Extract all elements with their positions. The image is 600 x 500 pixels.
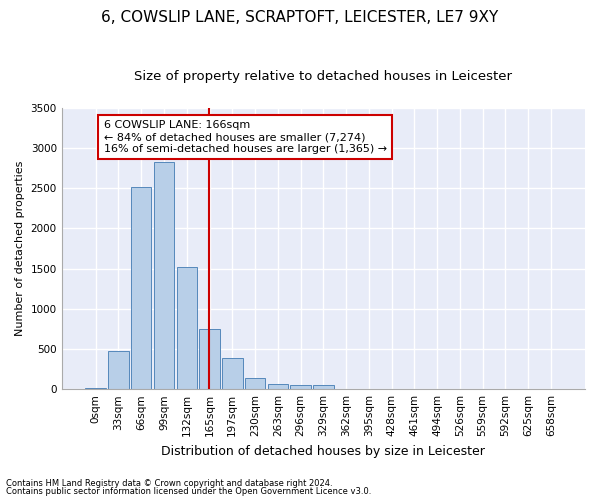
Bar	[85, 388, 106, 389]
Bar	[222, 358, 242, 389]
Text: 6, COWSLIP LANE, SCRAPTOFT, LEICESTER, LE7 9XY: 6, COWSLIP LANE, SCRAPTOFT, LEICESTER, L…	[101, 10, 499, 25]
Y-axis label: Number of detached properties: Number of detached properties	[15, 161, 25, 336]
Bar	[154, 162, 174, 389]
Bar	[176, 267, 197, 389]
Text: Contains public sector information licensed under the Open Government Licence v3: Contains public sector information licen…	[6, 487, 371, 496]
Bar	[313, 385, 334, 389]
Text: Contains HM Land Registry data © Crown copyright and database right 2024.: Contains HM Land Registry data © Crown c…	[6, 478, 332, 488]
Bar	[290, 385, 311, 389]
Text: 6 COWSLIP LANE: 166sqm
← 84% of detached houses are smaller (7,274)
16% of semi-: 6 COWSLIP LANE: 166sqm ← 84% of detached…	[104, 120, 386, 154]
Bar	[108, 350, 129, 389]
Bar	[131, 188, 151, 389]
X-axis label: Distribution of detached houses by size in Leicester: Distribution of detached houses by size …	[161, 444, 485, 458]
Bar	[199, 329, 220, 389]
Bar	[245, 378, 265, 389]
Bar	[268, 384, 288, 389]
Title: Size of property relative to detached houses in Leicester: Size of property relative to detached ho…	[134, 70, 512, 83]
